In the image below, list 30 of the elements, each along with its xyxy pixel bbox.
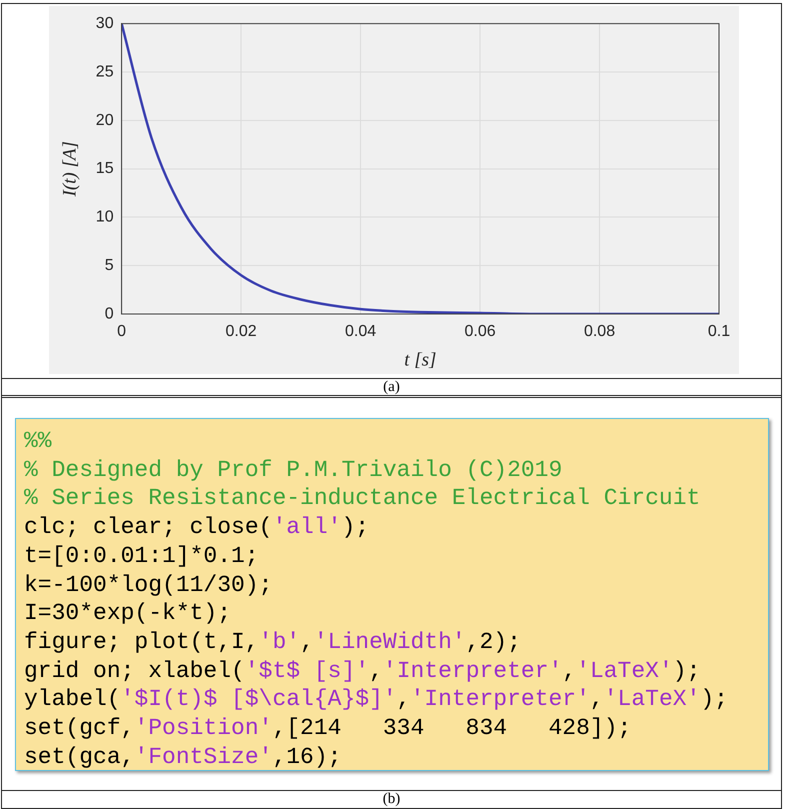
text: %% bbox=[24, 427, 53, 456]
y-tick-label: 0 bbox=[104, 305, 114, 322]
x-axis-title: t [s] bbox=[404, 350, 436, 371]
text: set(gcf,'Position',[214 334 834 428]); bbox=[24, 715, 632, 742]
y-tick-label: 10 bbox=[96, 208, 114, 226]
y-tick-label: 5 bbox=[104, 257, 114, 274]
y-axis-title: I(t) [A] bbox=[59, 141, 80, 198]
x-tick-label: 0.02 bbox=[226, 323, 257, 340]
x-tick-label: 0.04 bbox=[344, 323, 376, 340]
text: (a) bbox=[2, 379, 781, 396]
x-tick-label: 0.1 bbox=[708, 323, 730, 340]
text: k=-100*log(11/30); bbox=[24, 572, 272, 598]
x-tick-label: 0.08 bbox=[584, 323, 616, 340]
text: % Series Resistance-inductance Electrical Circuit bbox=[24, 484, 702, 514]
text: ylabel('$I(t)$ [$\cal{A}$]','Interpreter','LaTeX'); bbox=[24, 686, 728, 712]
text: grid on; xlabel('$t$ [s]','Interpreter','LaTeX'); bbox=[24, 658, 700, 684]
y-tick-label: 20 bbox=[96, 112, 114, 129]
text: % Designed by Prof P.M.Trivailo (C)2019 bbox=[24, 456, 564, 484]
x-tick-label: 0 bbox=[117, 323, 126, 340]
text: (b) bbox=[2, 791, 781, 808]
text: clc; clear; close('all'); bbox=[24, 514, 370, 540]
text: I=30*exp(-k*t); bbox=[24, 600, 232, 626]
x-tick-label: 0.06 bbox=[464, 323, 496, 340]
text: set(gca,'FontSize',16); bbox=[24, 744, 342, 770]
y-tick-label: 25 bbox=[96, 63, 114, 80]
line-series bbox=[122, 24, 719, 314]
text: figure; plot(t,I,'b','LineWidth',2); bbox=[24, 628, 521, 655]
y-tick-label: 15 bbox=[96, 160, 114, 178]
text: t=[0:0.01:1]*0.1; bbox=[24, 542, 259, 569]
y-tick-label: 30 bbox=[96, 15, 114, 32]
